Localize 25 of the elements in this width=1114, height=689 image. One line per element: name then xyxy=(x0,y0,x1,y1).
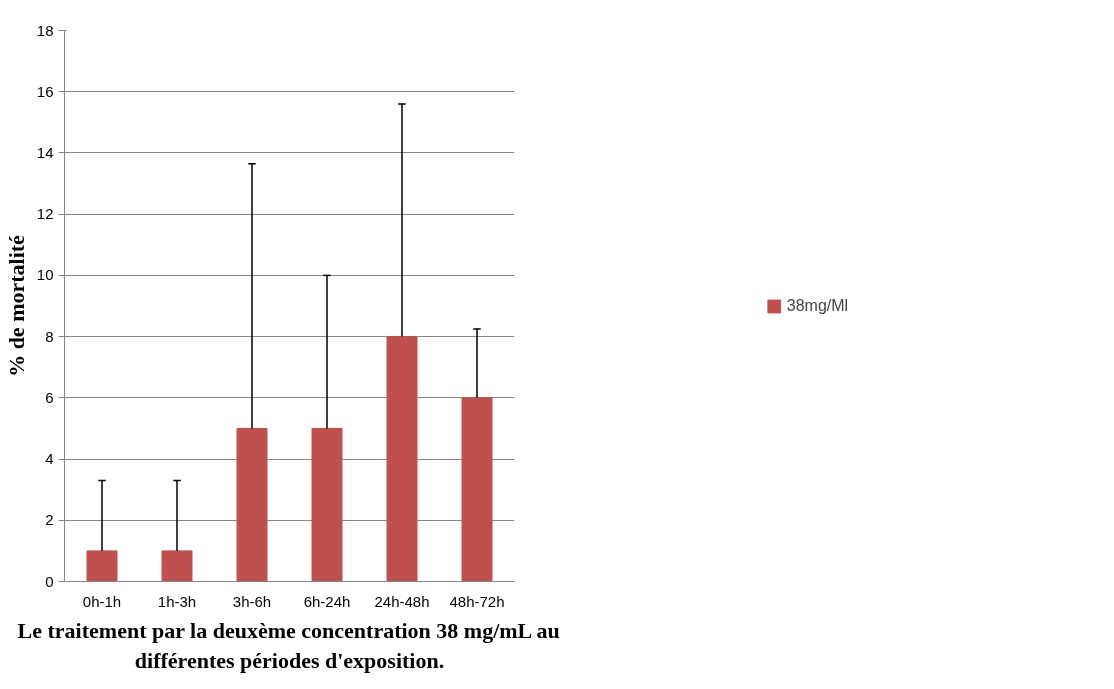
bar xyxy=(86,550,118,582)
bar xyxy=(311,427,343,582)
x-tick-label: 48h-72h xyxy=(449,592,505,610)
y-tick-label: 10 xyxy=(36,266,54,284)
y-tick-label: 6 xyxy=(45,388,54,406)
x-tick-label: 3h-6h xyxy=(232,592,272,610)
bar xyxy=(461,397,493,582)
y-axis-title: % de mortalité xyxy=(3,234,29,377)
y-tick-label: 4 xyxy=(45,450,54,468)
bar xyxy=(161,550,193,582)
y-tick-label: 14 xyxy=(36,143,54,161)
y-tick-label: 12 xyxy=(36,205,54,223)
legend-label: 38mg/Ml xyxy=(786,296,849,315)
y-tick-label: 0 xyxy=(45,572,54,590)
x-tick-label: 24h-48h xyxy=(374,592,430,610)
y-tick-label: 8 xyxy=(45,327,54,345)
y-tick-label: 18 xyxy=(36,21,54,39)
x-axis-title: Le traitement par la deuxème concentration 38 mg/mL au différentes périodes d'exposition. xyxy=(17,617,560,673)
bar xyxy=(236,427,268,582)
x-tick-label: 0h-1h xyxy=(82,592,122,610)
y-tick-label: 16 xyxy=(36,82,54,100)
x-tick-label: 6h-24h xyxy=(303,592,351,610)
x-tick-label: 1h-3h xyxy=(157,592,197,610)
bar xyxy=(386,336,418,582)
y-tick-label: 2 xyxy=(45,511,54,529)
